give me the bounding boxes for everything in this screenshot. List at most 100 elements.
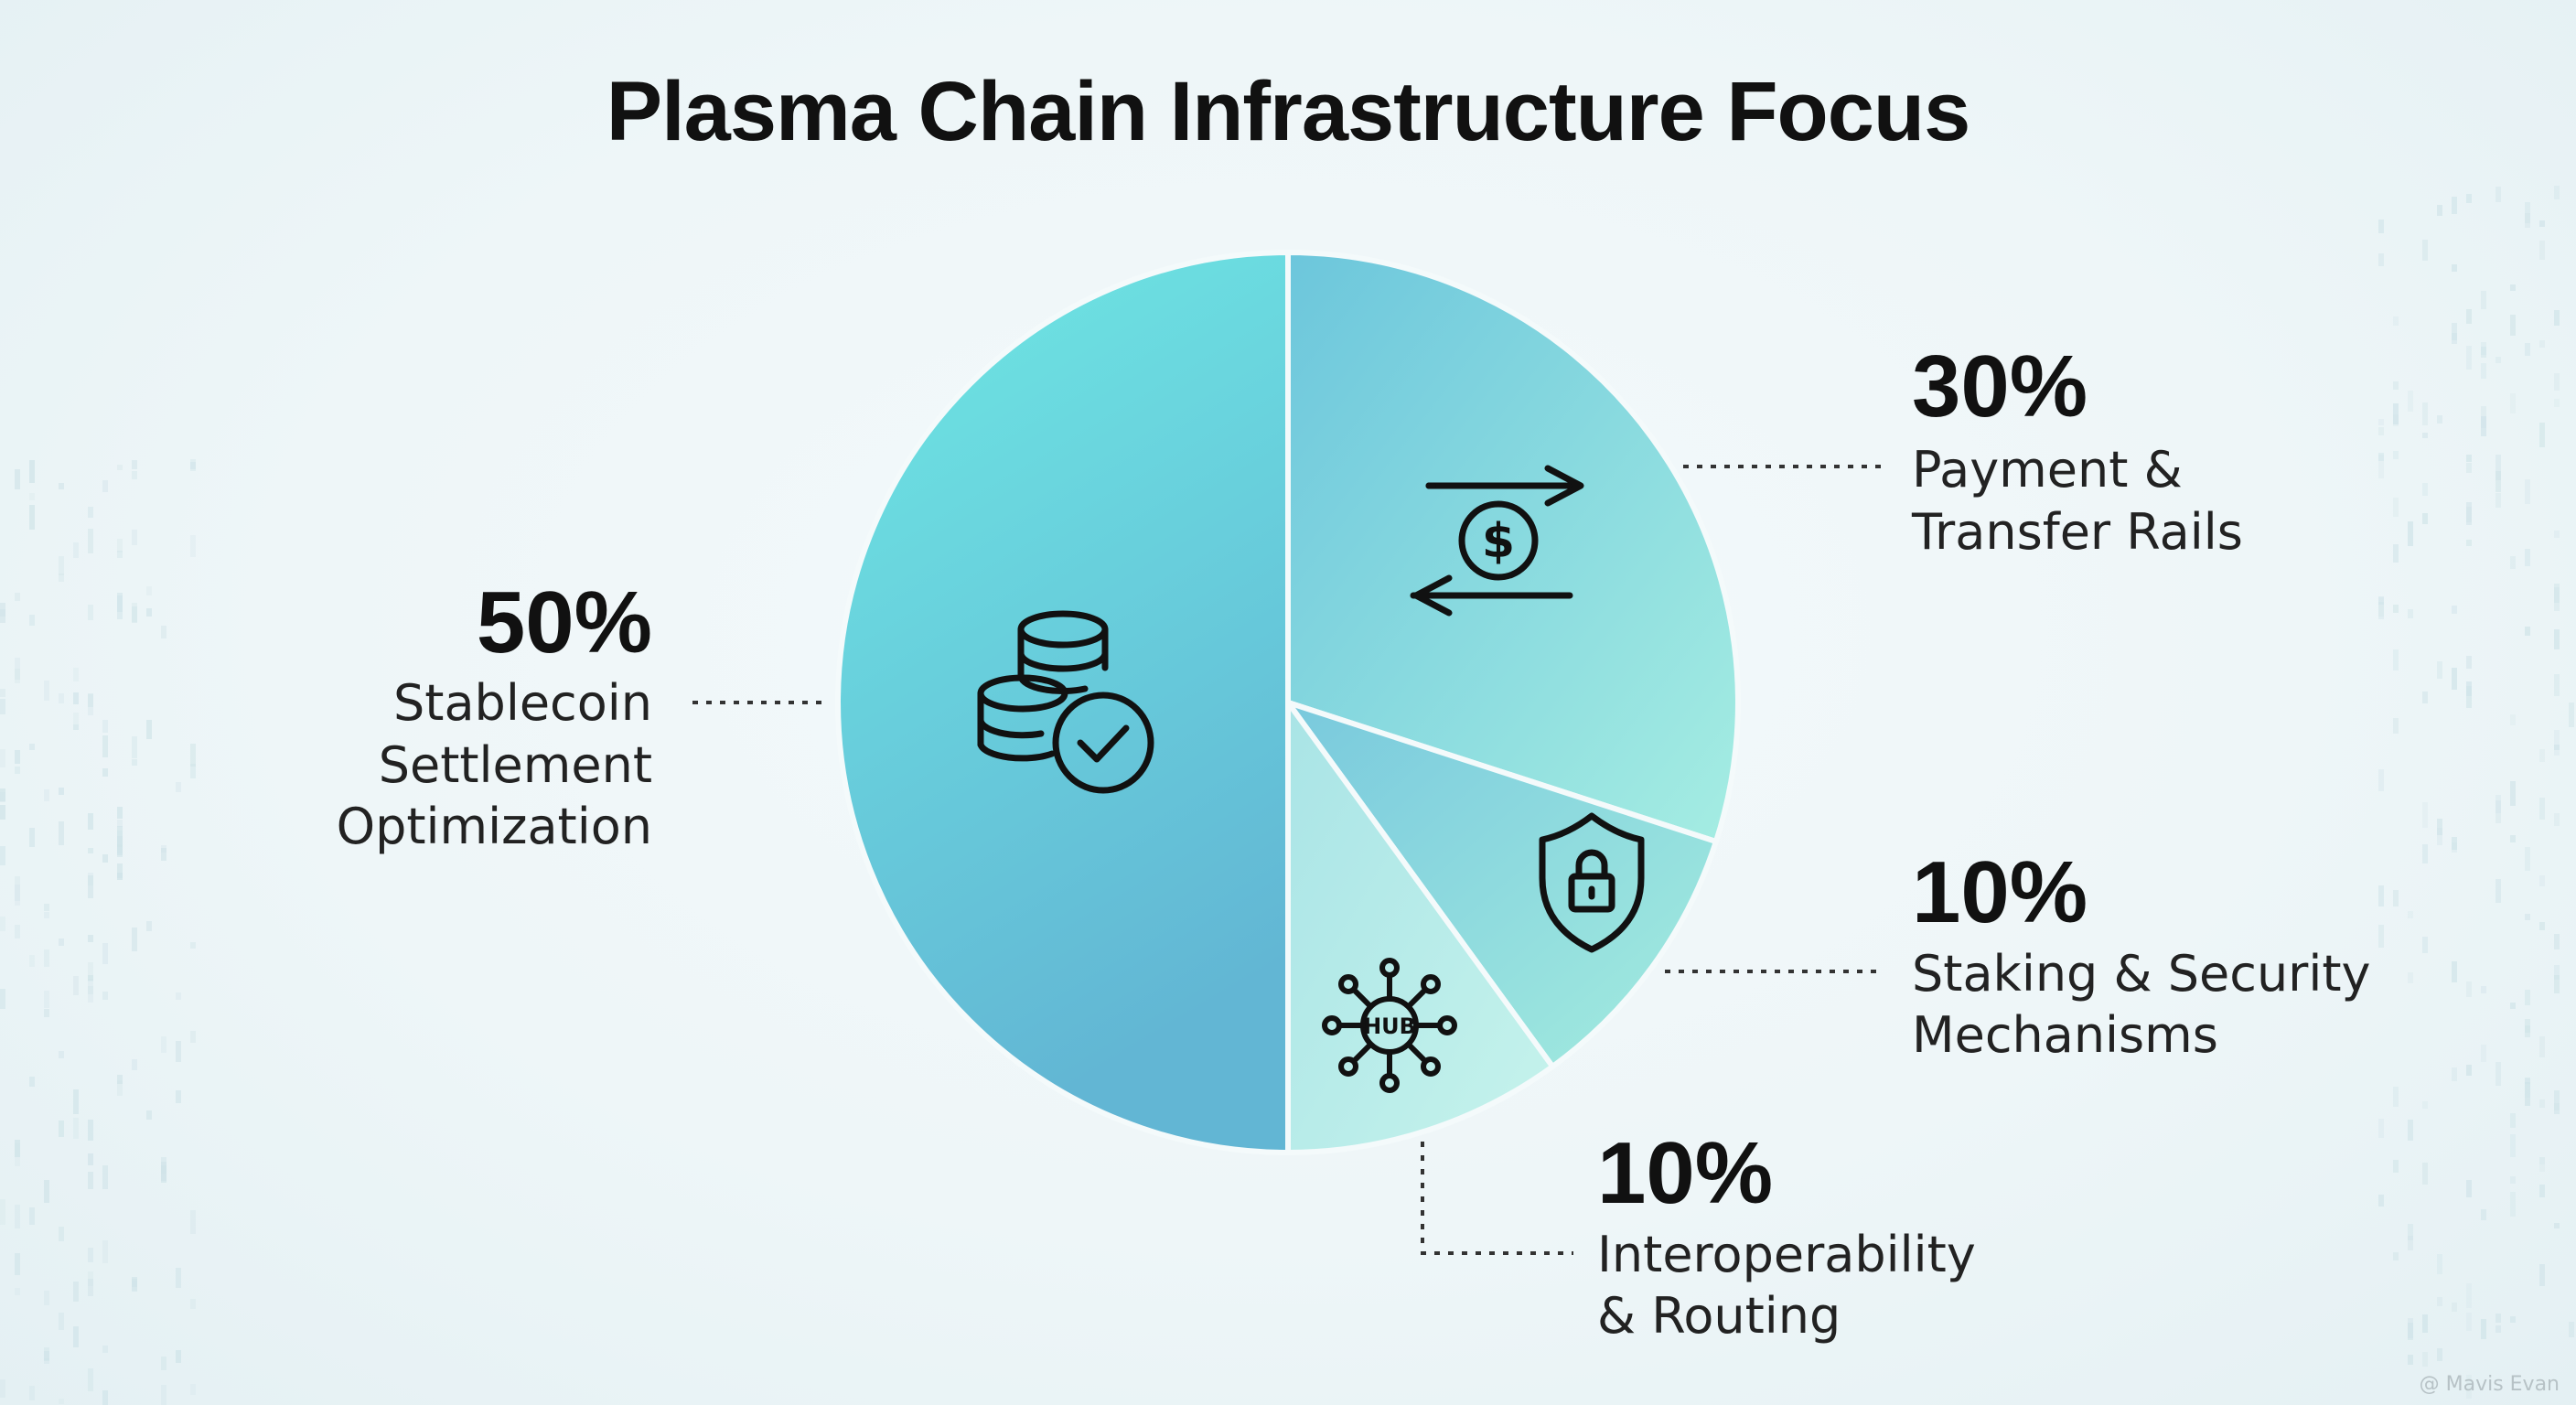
bg-dot [2525, 990, 2530, 1005]
bg-dot [2466, 1283, 2472, 1308]
bg-dot [132, 1059, 137, 1070]
pie-slice-2 [1281, 697, 1720, 1071]
bg-dot [88, 848, 93, 853]
bg-dot [2539, 1157, 2545, 1164]
bg-dot [2466, 463, 2472, 473]
chart-title: Plasma Chain Infrastructure Focus [606, 65, 1971, 158]
hub-network-icon [1322, 958, 1457, 1093]
bg-dot [44, 904, 49, 911]
pie-slice-1 [1285, 249, 1741, 845]
bg-dot [2422, 1163, 2428, 1185]
watermark: @ Mavis Evan [2419, 1373, 2560, 1396]
bg-dot [2496, 879, 2501, 903]
bg-dot [2452, 837, 2457, 850]
bg-dot [2496, 357, 2501, 363]
bg-dot [2437, 661, 2442, 679]
slice-label-3-line-1: Interoperability [1597, 1226, 1976, 1283]
bg-dot [2481, 416, 2486, 436]
bg-dot [0, 749, 5, 767]
bg-dot [2378, 1195, 2384, 1207]
bg-dot [2466, 981, 2472, 997]
bg-dot [132, 606, 137, 623]
bg-dot [2510, 1134, 2516, 1157]
bg-dot [102, 992, 108, 1000]
bg-dot [161, 1385, 166, 1405]
bg-dot [2452, 197, 2457, 214]
bg-dot [2422, 937, 2428, 953]
bg-dot [2481, 363, 2486, 379]
bg-dot [88, 1271, 93, 1286]
bg-dot [2481, 1319, 2486, 1339]
bg-dot [29, 744, 35, 750]
bg-dot [59, 574, 64, 582]
bg-dot [44, 912, 49, 918]
bg-dot [2393, 1252, 2399, 1260]
bg-dot [2422, 513, 2428, 524]
bg-dot [117, 1075, 123, 1084]
bg-dot [88, 529, 93, 553]
bg-dot [2393, 498, 2399, 517]
bg-dot [44, 1351, 49, 1361]
bg-dot [2452, 668, 2457, 690]
bg-dot [176, 1350, 181, 1363]
bg-dot [2554, 399, 2560, 407]
bg-dot [59, 1227, 64, 1241]
bg-dot [88, 962, 93, 981]
bg-dot [161, 1036, 166, 1053]
bg-dot [2554, 730, 2560, 756]
bg-dot [15, 767, 20, 774]
bg-dot [2466, 507, 2472, 522]
bg-dot [2510, 315, 2516, 336]
bg-dot [2422, 1101, 2428, 1109]
bg-dot [2554, 584, 2560, 603]
bg-dot [146, 921, 152, 931]
bg-dot [2554, 745, 2560, 750]
bg-dot [0, 1199, 5, 1225]
bg-dot [2422, 240, 2428, 261]
bg-dot [132, 1279, 137, 1292]
bg-dot [2408, 1323, 2413, 1340]
bg-dot [117, 539, 123, 552]
bg-dot [132, 928, 137, 951]
bg-dot [2481, 291, 2486, 309]
bg-dot [73, 1326, 79, 1347]
bg-dot [2481, 347, 2486, 358]
bg-dot [88, 813, 93, 830]
bg-dot [88, 975, 93, 981]
bg-dot [2481, 986, 2486, 993]
bg-dot [2539, 1185, 2545, 1197]
bg-dot [2378, 453, 2384, 461]
bg-dot [2539, 1264, 2545, 1286]
bg-dot [2481, 342, 2486, 355]
bg-dot [29, 493, 35, 500]
bg-dot [190, 744, 196, 767]
bg-dot [117, 595, 123, 619]
bg-dot [2422, 433, 2428, 438]
bg-dot [2510, 714, 2516, 725]
bg-dot [44, 1347, 49, 1360]
bg-dot [2422, 692, 2428, 703]
bg-dot [2554, 975, 2560, 993]
bg-dot [176, 782, 181, 792]
bg-dot [2525, 479, 2530, 504]
bg-dot [2554, 1223, 2560, 1228]
bg-dot [2496, 800, 2501, 823]
bg-dot [2378, 419, 2384, 425]
bg-dot [88, 1172, 93, 1189]
bg-dot [2466, 309, 2472, 324]
bg-dot [2554, 629, 2560, 649]
bg-dot [15, 658, 20, 680]
bg-dot [2496, 1062, 2501, 1086]
bg-dot [190, 462, 196, 469]
slice-percent-2: 10% [1912, 843, 2088, 941]
bg-dot [2378, 925, 2384, 948]
bg-dot [15, 469, 20, 489]
bg-dot [2452, 1303, 2457, 1312]
bg-dot [2393, 649, 2399, 670]
bg-dot [2510, 1176, 2516, 1184]
bg-dot [44, 1291, 49, 1305]
bg-dot [73, 724, 79, 730]
slice-label-2-line-1: Staking & Security [1912, 945, 2371, 1003]
bg-dot [190, 942, 196, 949]
bg-dot [2539, 798, 2545, 820]
